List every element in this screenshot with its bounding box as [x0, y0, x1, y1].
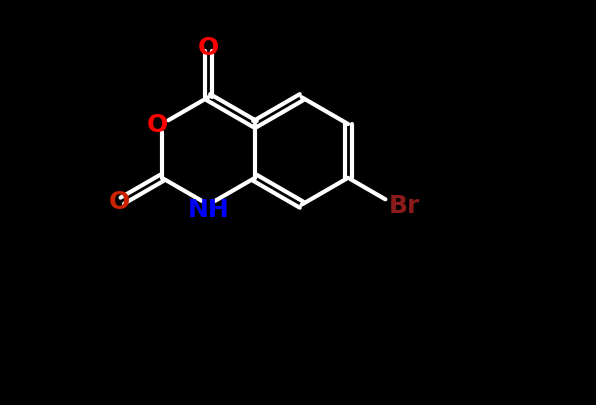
Text: NH: NH	[188, 198, 229, 222]
Text: O: O	[147, 113, 168, 137]
Text: Br: Br	[389, 193, 420, 217]
Text: O: O	[109, 189, 131, 213]
Text: O: O	[198, 36, 219, 60]
